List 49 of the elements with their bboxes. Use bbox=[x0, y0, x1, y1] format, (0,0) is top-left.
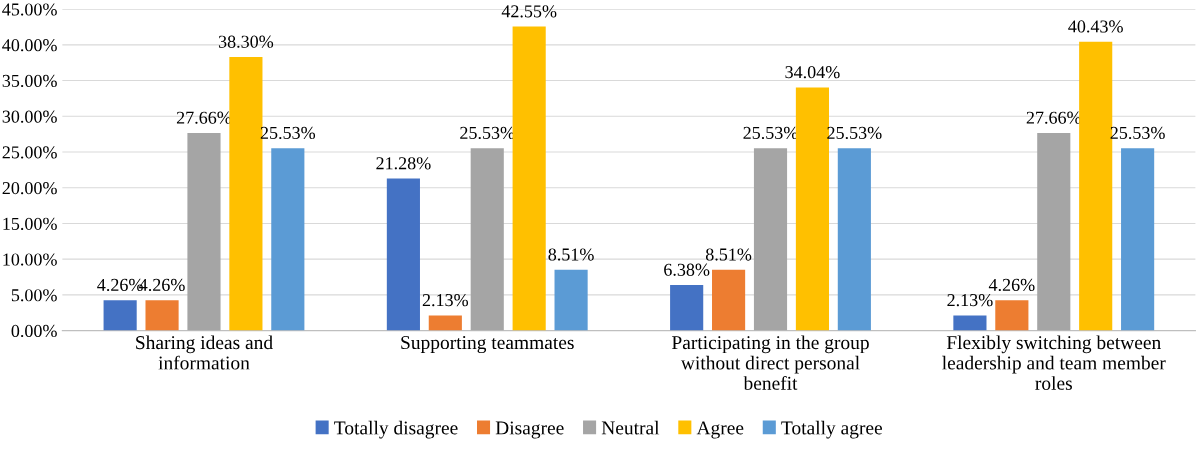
bar bbox=[470, 148, 504, 331]
bar bbox=[187, 133, 221, 331]
x-tick-label: Flexibly switching between leadership and team member roles bbox=[942, 335, 1166, 390]
x-tick-label: Supporting teammates bbox=[401, 336, 574, 354]
data-label: 34.04% bbox=[785, 66, 840, 79]
data-label: 38.30% bbox=[218, 35, 274, 48]
data-label: 25.53% bbox=[460, 126, 515, 140]
y-tick-label: 5.00% bbox=[11, 289, 57, 302]
bar bbox=[670, 285, 704, 331]
bar bbox=[837, 148, 871, 331]
data-label: 6.38% bbox=[664, 263, 710, 276]
bar bbox=[145, 300, 179, 331]
bar bbox=[712, 269, 746, 331]
legend-label: Agree bbox=[696, 421, 744, 439]
data-label: 2.13% bbox=[947, 293, 993, 307]
bar bbox=[271, 148, 305, 331]
bar bbox=[795, 87, 829, 331]
bar bbox=[995, 300, 1029, 331]
y-tick-label: 15.00% bbox=[3, 217, 57, 230]
data-label: 21.28% bbox=[376, 157, 431, 170]
data-label: 8.51% bbox=[705, 248, 752, 261]
bar bbox=[753, 148, 788, 331]
legend-label: Totally agree bbox=[781, 420, 883, 439]
data-label: 8.51% bbox=[548, 248, 594, 261]
y-tick-label: 35.00% bbox=[2, 74, 57, 88]
data-label: 4.26% bbox=[988, 278, 1035, 292]
bar bbox=[428, 315, 462, 331]
y-tick-label: 40.00% bbox=[2, 39, 57, 52]
bar bbox=[554, 269, 588, 331]
data-label: 42.55% bbox=[501, 5, 557, 18]
legend-label: Neutral bbox=[601, 420, 660, 435]
x-tick-label: Participating in the group without direct personal benefit bbox=[671, 335, 869, 390]
bar bbox=[386, 178, 420, 331]
bar bbox=[1037, 133, 1071, 331]
bar bbox=[1121, 148, 1155, 331]
x-tick-label: Sharing ideas and information bbox=[136, 335, 273, 370]
y-tick-label: 0.00% bbox=[11, 324, 57, 338]
y-tick-label: 45.00% bbox=[2, 3, 57, 16]
y-tick-label: 30.00% bbox=[2, 110, 57, 123]
data-label: 40.43% bbox=[1068, 20, 1123, 33]
bar bbox=[103, 300, 137, 331]
legend-label: Disagree bbox=[495, 421, 564, 439]
data-label: 2.13% bbox=[422, 293, 469, 307]
bar bbox=[953, 315, 987, 331]
y-tick-label: 20.00% bbox=[2, 181, 57, 195]
legend-label: Totally disagree bbox=[334, 420, 458, 439]
y-tick-label: 25.00% bbox=[2, 146, 57, 159]
bar bbox=[512, 26, 546, 331]
y-tick-label: 10.00% bbox=[3, 253, 57, 266]
